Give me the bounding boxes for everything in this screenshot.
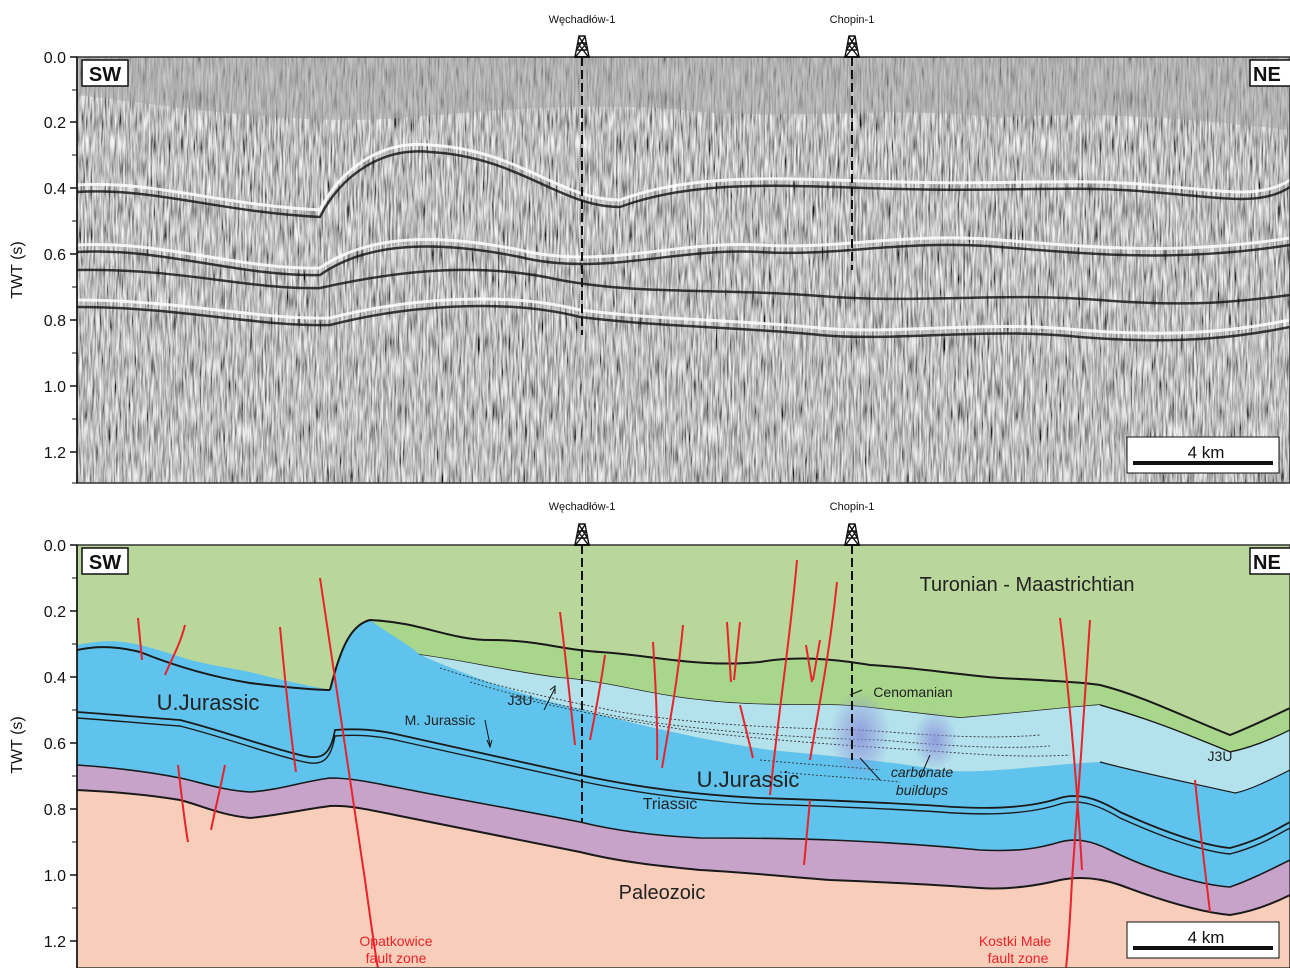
label-ujurassic-center: U.Jurassic (697, 767, 800, 792)
direction-label-ne-bottom: NE (1249, 547, 1290, 575)
svg-text:NE: NE (1253, 64, 1281, 86)
seismic-reflectors-light (77, 142, 1290, 335)
horizons (77, 618, 1290, 917)
tick-label: 0.2 (44, 115, 66, 132)
well-wechadlow-top: Węchadłów-1 (549, 14, 616, 335)
label-ujurassic-left: U.Jurassic (157, 690, 260, 715)
fault-labels: Opatkowice fault zone Kostki Małe fault … (359, 933, 1051, 966)
label-turonian: Turonian - Maastrichtian (920, 574, 1135, 596)
label-cenomanian: Cenomanian (873, 684, 952, 700)
faults (137, 559, 1211, 968)
axis-top: 0.0 0.2 0.4 0.6 0.8 1.0 1.2 TWT (s) (9, 50, 78, 484)
tick-label: 0.2 (44, 604, 66, 621)
unit-ujurassic-fill (77, 620, 1290, 887)
tick-label: 0.0 (44, 50, 66, 67)
svg-text:4 km: 4 km (1188, 928, 1225, 947)
unit-triassic-fill (77, 765, 1290, 915)
svg-text:NE: NE (1253, 552, 1281, 574)
tick-label: 1.0 (44, 379, 66, 396)
seismic-reflectors-dark (77, 150, 1290, 342)
svg-text:SW: SW (89, 552, 121, 574)
label-j3u-upper: J3U (508, 692, 533, 708)
svg-text:4 km: 4 km (1188, 443, 1225, 462)
label-kostki-zone: fault zone (988, 950, 1049, 966)
tick-label: 1.2 (44, 934, 66, 951)
tick-label: 0.6 (44, 736, 66, 753)
axis-title: TWT (s) (9, 241, 26, 298)
label-paleozoic: Paleozoic (619, 882, 706, 904)
well-chopin-bottom: Chopin-1 (830, 501, 875, 760)
seismic-panel (76, 56, 1290, 484)
tick-label: 0.0 (44, 538, 66, 555)
scale-bar-top: 4 km (1126, 436, 1280, 474)
tick-label: 0.6 (44, 247, 66, 264)
label-opatkowice-zone: fault zone (366, 950, 427, 966)
unit-paleozoic-fill (77, 790, 1290, 968)
derrick-icon (844, 523, 860, 546)
label-opatkowice: Opatkowice (359, 933, 432, 949)
well-wechadlow-bottom: Węchadłów-1 (549, 501, 616, 822)
well-label: Węchadłów-1 (549, 501, 616, 513)
seismic-texture (77, 57, 1290, 483)
label-j3u-right: J3U (1208, 748, 1233, 764)
svg-text:SW: SW (89, 64, 121, 86)
tick-label: 0.4 (44, 181, 66, 198)
tick-label: 0.4 (44, 670, 66, 687)
label-kostki: Kostki Małe (979, 933, 1052, 949)
well-chopin-top: Chopin-1 (830, 14, 875, 270)
tick-label: 1.0 (44, 868, 66, 885)
tick-label: 0.8 (44, 802, 66, 819)
direction-label-ne-top: NE (1249, 59, 1290, 87)
tick-label: 1.2 (44, 445, 66, 462)
well-label: Chopin-1 (830, 14, 875, 26)
scale-bar-bottom: 4 km (1126, 921, 1280, 959)
leader-arrows (484, 684, 931, 781)
carbonate-buildup-shape (830, 690, 890, 780)
well-label: Chopin-1 (830, 501, 875, 513)
tick-label: 0.8 (44, 313, 66, 330)
label-buildups: buildups (896, 782, 948, 798)
unit-labels: Turonian - Maastrichtian Cenomanian U.Ju… (157, 574, 1233, 904)
carbonate-buildup-shape (913, 710, 957, 770)
axis-title: TWT (s) (9, 716, 26, 773)
direction-label-sw-top: SW (81, 59, 129, 87)
axis-bottom: 0.0 0.2 0.4 0.6 0.8 1.0 1.2 TWT (s) (9, 538, 78, 968)
label-mjurassic: M. Jurassic (405, 712, 476, 728)
label-carbonate: carbonate (891, 764, 953, 780)
derrick-icon (844, 35, 860, 58)
derrick-icon (574, 35, 590, 58)
derrick-icon (574, 523, 590, 546)
direction-label-sw-bottom: SW (81, 547, 129, 575)
well-label: Węchadłów-1 (549, 14, 616, 26)
label-triassic: Triassic (643, 796, 698, 813)
interpretation-panel (77, 545, 1290, 968)
seismic-mute-zones (77, 57, 1290, 130)
